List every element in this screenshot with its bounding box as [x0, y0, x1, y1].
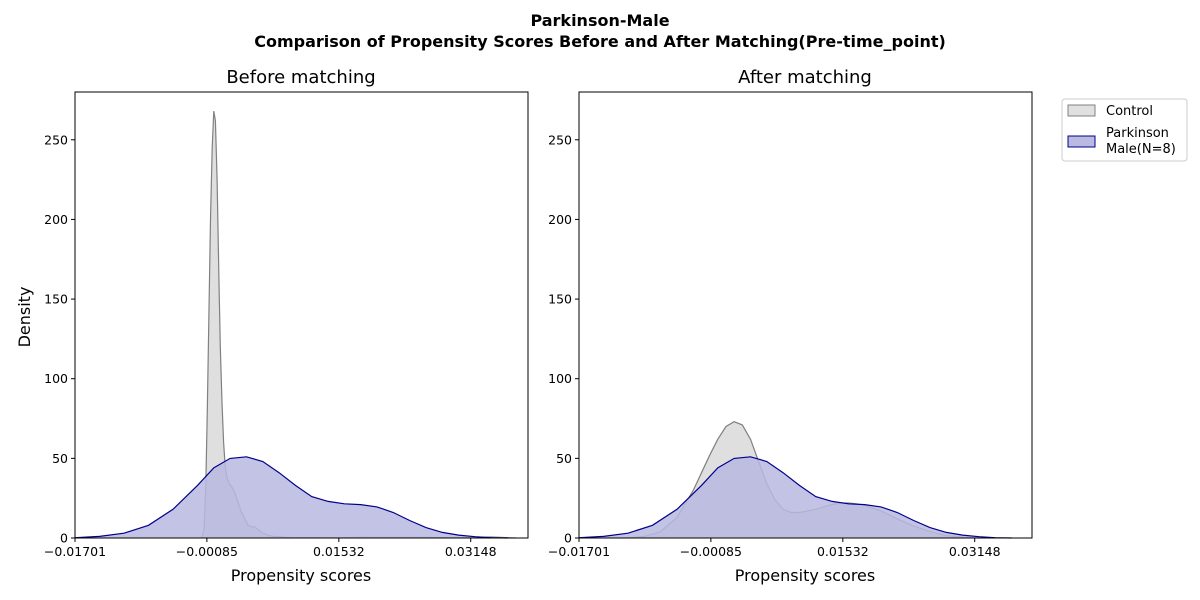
y-tick-label: 150 [44, 292, 68, 307]
y-axis-ticks: 0 50 100 150 200 250 [44, 132, 75, 546]
x-tick-label: −0.00085 [176, 544, 238, 559]
axes-frame [578, 91, 1033, 539]
legend-label-parkinson-line-1: Parkinson [1106, 126, 1169, 141]
y-tick-label: 50 [52, 451, 68, 466]
y-tick-label: 0 [564, 531, 572, 546]
panel-before-matching: Before matching 0 50 100 150 200 250 −0.01701… [15, 67, 529, 585]
legend: Control Parkinson Male(N=8) [1061, 98, 1188, 162]
x-axis-label: Propensity scores [231, 566, 371, 585]
x-axis-ticks: −0.01701 −0.00085 0.01532 0.03148 [548, 538, 1001, 559]
y-axis-label: Density [15, 287, 34, 348]
x-axis-ticks: −0.01701 −0.00085 0.01532 0.03148 [44, 538, 497, 559]
legend-label-parkinson-line-2: Male(N=8) [1106, 142, 1176, 157]
y-tick-label: 250 [548, 132, 572, 147]
legend-swatch-parkinson [1067, 135, 1096, 148]
x-tick-label: −0.01701 [548, 544, 610, 559]
density-areas [579, 421, 1012, 539]
panel-title-before: Before matching [226, 67, 375, 88]
y-tick-label: 200 [548, 212, 572, 227]
y-axis-ticks: 0 50 100 150 200 250 [548, 132, 579, 546]
density-line-parkinson [75, 456, 508, 539]
x-tick-label: 0.03148 [949, 544, 1001, 559]
y-tick-label: 0 [60, 531, 68, 546]
x-tick-label: 0.01532 [817, 544, 869, 559]
suptitle-line-2: Comparison of Propensity Scores Before a… [254, 32, 946, 51]
density-area-parkinson [75, 456, 508, 538]
y-tick-label: 100 [44, 371, 68, 386]
x-axis-label: Propensity scores [735, 566, 875, 585]
x-tick-label: −0.00085 [680, 544, 742, 559]
legend-label-control: Control [1106, 104, 1153, 119]
suptitle-line-1: Parkinson-Male [530, 11, 669, 30]
x-tick-label: 0.03148 [445, 544, 497, 559]
density-area-parkinson [579, 456, 1012, 538]
y-tick-label: 150 [548, 292, 572, 307]
y-tick-label: 250 [44, 132, 68, 147]
x-tick-label: −0.01701 [44, 544, 106, 559]
density-areas [75, 111, 516, 539]
y-tick-label: 50 [556, 451, 572, 466]
panel-title-after: After matching [738, 67, 872, 88]
axes-frame [74, 91, 529, 539]
y-tick-label: 200 [44, 212, 68, 227]
x-tick-label: 0.01532 [313, 544, 365, 559]
legend-swatch-control [1067, 104, 1096, 117]
density-line-parkinson [579, 456, 1012, 539]
y-tick-label: 100 [548, 371, 572, 386]
